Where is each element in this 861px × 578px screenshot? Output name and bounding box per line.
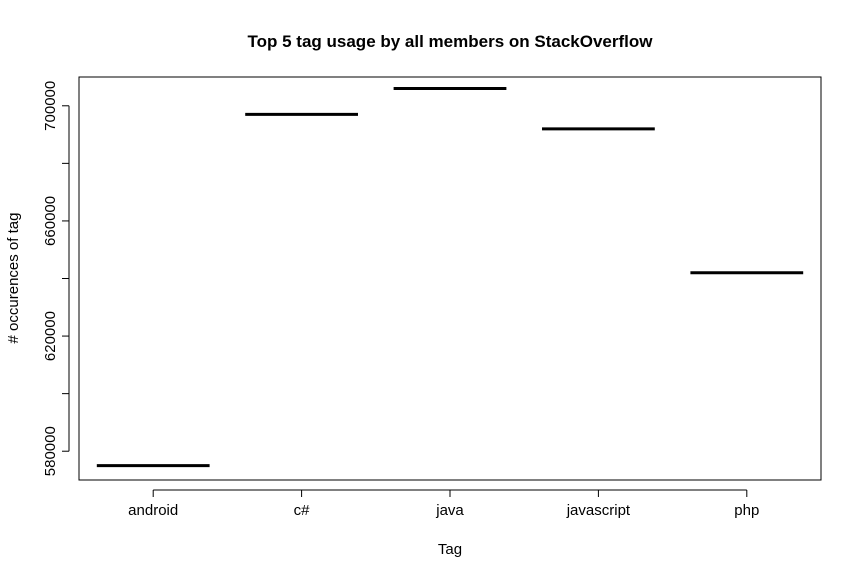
y-tick-label: 580000 <box>42 426 59 476</box>
series-marks <box>96 87 804 468</box>
y-tick-label: 620000 <box>42 311 59 361</box>
x-axis-label: Tag <box>438 541 462 558</box>
x-tick-label: c# <box>294 502 311 519</box>
chart-title: Top 5 tag usage by all members on StackO… <box>248 32 654 51</box>
x-tick-label: java <box>435 502 464 519</box>
x-tick-label: php <box>734 502 759 519</box>
x-tick-label: android <box>128 502 178 519</box>
y-tick-label: 700000 <box>42 81 59 131</box>
y-tick-label: 660000 <box>42 196 59 246</box>
y-axis: 580000 620000 660000 700000 <box>42 81 70 476</box>
x-tick-label: javascript <box>566 502 631 519</box>
y-axis-label: # occurences of tag <box>5 213 22 344</box>
plot-frame <box>78 76 822 481</box>
x-axis: android c# java javascript php <box>128 489 759 519</box>
